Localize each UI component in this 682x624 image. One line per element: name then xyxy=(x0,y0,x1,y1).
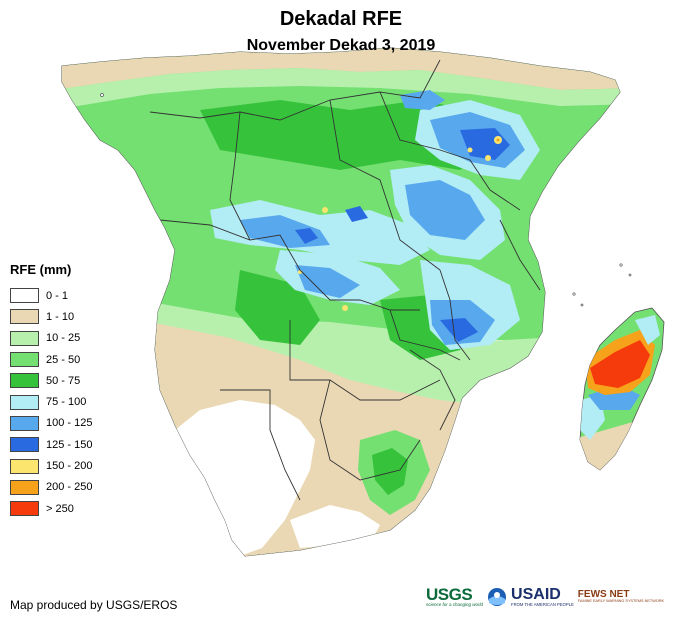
fews-net-tagline: FAMINE EARLY WARNING SYSTEMS NETWORK xyxy=(577,598,665,603)
usaid-logo-text: USAID xyxy=(511,585,561,603)
legend-swatch xyxy=(10,479,39,495)
legend-item: 100 - 125 xyxy=(10,413,92,434)
legend-swatch xyxy=(10,352,39,368)
legend-swatch xyxy=(10,373,39,389)
map-title: Dekadal RFE xyxy=(279,8,403,30)
legend-swatch xyxy=(10,330,39,346)
logo-bar: USGS science for a changing world USAID … xyxy=(426,586,664,608)
small-islands xyxy=(100,93,632,307)
fews-net-logo-text: FEWS NET xyxy=(577,588,630,600)
legend-swatch xyxy=(10,394,39,410)
legend-label: 50 - 75 xyxy=(46,374,81,387)
map-subtitle: November Dekad 3, 2019 xyxy=(246,37,436,54)
legend-item: 75 - 100 xyxy=(10,391,92,412)
legend-item: > 250 xyxy=(10,498,92,519)
legend-item: 150 - 200 xyxy=(10,455,92,476)
usaid-tagline: FROM THE AMERICAN PEOPLE xyxy=(511,601,574,607)
legend-label: 100 - 125 xyxy=(46,417,93,430)
fews-net-logo: FEWS NET FAMINE EARLY WARNING SYSTEMS NE… xyxy=(577,588,665,604)
noaa-logo-icon xyxy=(488,587,507,606)
legend-label: 10 - 25 xyxy=(46,332,81,345)
legend-label: 1 - 10 xyxy=(46,310,75,323)
legend-label: 25 - 50 xyxy=(46,353,81,366)
legend-title: RFE (mm) xyxy=(10,262,72,277)
legend-item: 25 - 50 xyxy=(10,349,92,370)
legend-swatch xyxy=(10,309,39,325)
legend-swatch xyxy=(10,437,39,453)
map-credit: Map produced by USGS/EROS xyxy=(10,598,178,612)
legend-item: 125 - 150 xyxy=(10,434,92,455)
legend-item: 1 - 10 xyxy=(10,306,92,327)
legend-swatch xyxy=(10,458,39,474)
legend-label: > 250 xyxy=(46,502,74,515)
usgs-tagline: science for a changing world xyxy=(426,602,484,607)
legend-swatch xyxy=(10,288,39,304)
legend-item: 10 - 25 xyxy=(10,328,92,349)
legend-swatch xyxy=(10,501,39,517)
legend-label: 200 - 250 xyxy=(46,481,93,494)
usgs-logo-text: USGS xyxy=(426,585,473,604)
legend-label: 75 - 100 xyxy=(46,396,87,409)
legend-items: 0 - 1 1 - 10 10 - 25 25 - 50 50 - 75 75 - 100… xyxy=(10,285,92,519)
legend-item: 0 - 1 xyxy=(10,285,92,306)
legend-swatch xyxy=(10,415,39,431)
mainland xyxy=(61,47,621,557)
legend-label: 125 - 150 xyxy=(46,438,93,451)
legend: RFE (mm) 0 - 1 1 - 10 10 - 25 25 - 50 50 - 7… xyxy=(10,262,92,519)
legend-item: 50 - 75 xyxy=(10,370,92,391)
usgs-logo: USGS science for a changing world xyxy=(426,586,483,608)
madagascar xyxy=(579,307,665,471)
legend-label: 150 - 200 xyxy=(46,460,93,473)
legend-label: 0 - 1 xyxy=(46,289,69,302)
usaid-logo: USAID FROM THE AMERICAN PEOPLE xyxy=(511,585,574,607)
legend-item: 200 - 250 xyxy=(10,477,92,498)
